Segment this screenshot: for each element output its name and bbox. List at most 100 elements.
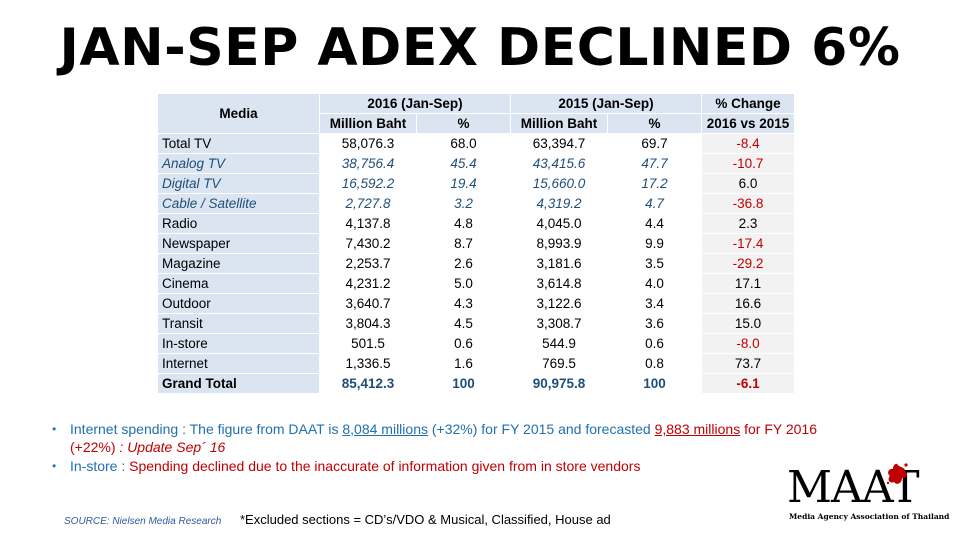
table-row: Analog TV 38,756.4 45.4 43,415.6 47.7 -10.7 (157, 153, 795, 174)
subheader-pct-2016: % (416, 113, 511, 134)
pct-2016-cell: 4.3 (416, 293, 511, 314)
note-internet: • Internet spending : The figure from DA… (52, 420, 882, 456)
table-body: Total TV 58,076.3 68.0 63,394.7 69.7 -8.4 Anal… (157, 133, 795, 394)
million-2016-cell: 2,727.8 (319, 193, 417, 214)
media-cell: Radio (157, 213, 320, 234)
change-cell: 73.7 (701, 353, 795, 374)
pct-2016-cell: 45.4 (416, 153, 511, 174)
million-2016-cell: 16,592.2 (319, 173, 417, 194)
media-cell: In-store (157, 333, 320, 354)
pct-2015-cell: 9.9 (607, 233, 702, 254)
instore-text: Spending declined due to the inaccurate … (129, 458, 641, 474)
million-2015-cell: 63,394.7 (510, 133, 608, 154)
media-cell: Analog TV (157, 153, 320, 174)
pct-2015-cell: 3.5 (607, 253, 702, 274)
header-2016: 2016 (Jan-Sep) (319, 93, 511, 114)
million-2016-cell: 3,804.3 (319, 313, 417, 334)
million-2015-cell: 3,122.6 (510, 293, 608, 314)
pct-2015-cell: 4.7 (607, 193, 702, 214)
pct-2016-cell: 2.6 (416, 253, 511, 274)
adex-table: Media 2016 (Jan-Sep) 2015 (Jan-Sep) % Ch… (157, 93, 795, 394)
internet-mid: (+32%) for FY 2015 and forecasted (427, 421, 655, 437)
million-2016-cell: 7,430.2 (319, 233, 417, 254)
header-2015: 2015 (Jan-Sep) (510, 93, 702, 114)
table-row: Magazine 2,253.7 2.6 3,181.6 3.5 -29.2 (157, 253, 795, 274)
change-cell: 16.6 (701, 293, 795, 314)
million-2015-cell: 3,614.8 (510, 273, 608, 294)
bullet-icon: • (52, 422, 57, 436)
pct-2016-cell: 4.5 (416, 313, 511, 334)
media-cell: Cable / Satellite (157, 193, 320, 214)
media-header: Media (157, 93, 320, 134)
million-2015-cell: 769.5 (510, 353, 608, 374)
source-note: SOURCE: Nielsen Media Research (64, 516, 222, 527)
internet-line2: (+22%) (70, 439, 120, 455)
bullet-icon: • (52, 459, 57, 473)
change-cell: -36.8 (701, 193, 795, 214)
million-2016-cell: 501.5 (319, 333, 417, 354)
instore-label: In-store (70, 458, 118, 474)
notes: • Internet spending : The figure from DA… (52, 420, 882, 476)
media-cell: Newspaper (157, 233, 320, 254)
pct-2016-cell: 4.8 (416, 213, 511, 234)
million-2015-cell: 15,660.0 (510, 173, 608, 194)
table-row: Transit 3,804.3 4.5 3,308.7 3.6 15.0 (157, 313, 795, 334)
media-cell: Grand Total (157, 373, 320, 394)
change-cell: -10.7 (701, 153, 795, 174)
internet-update: : Update Sep´ 16 (119, 439, 226, 455)
pct-2015-cell: 69.7 (607, 133, 702, 154)
million-2015-cell: 43,415.6 (510, 153, 608, 174)
million-2016-cell: 58,076.3 (319, 133, 417, 154)
million-2015-cell: 544.9 (510, 333, 608, 354)
table-row: Digital TV 16,592.2 19.4 15,660.0 17.2 6.0 (157, 173, 795, 194)
internet-sep: : The figure from DAAT is (178, 421, 343, 437)
internet-fig-2016: 9,883 millions (654, 421, 741, 437)
maat-logo: MAAT Media Agency Association of Thailan… (787, 463, 950, 524)
pct-2015-cell: 3.4 (607, 293, 702, 314)
subheader-million-2016: Million Baht (319, 113, 417, 134)
pct-2016-cell: 3.2 (416, 193, 511, 214)
subheader-million-2015: Million Baht (510, 113, 608, 134)
media-cell: Digital TV (157, 173, 320, 194)
change-cell: 17.1 (701, 273, 795, 294)
table-row: In-store 501.5 0.6 544.9 0.6 -8.0 (157, 333, 795, 354)
million-2016-cell: 38,756.4 (319, 153, 417, 174)
million-2015-cell: 3,308.7 (510, 313, 608, 334)
pct-2015-cell: 3.6 (607, 313, 702, 334)
pct-2016-cell: 0.6 (416, 333, 511, 354)
million-2015-cell: 4,045.0 (510, 213, 608, 234)
media-cell: Outdoor (157, 293, 320, 314)
million-2015-cell: 4,319.2 (510, 193, 608, 214)
table-row: Cinema 4,231.2 5.0 3,614.8 4.0 17.1 (157, 273, 795, 294)
change-cell: -6.1 (701, 373, 795, 394)
media-cell: Cinema (157, 273, 320, 294)
table-row: Outdoor 3,640.7 4.3 3,122.6 3.4 16.6 (157, 293, 795, 314)
table-row: Radio 4,137.8 4.8 4,045.0 4.4 2.3 (157, 213, 795, 234)
pct-2016-cell: 1.6 (416, 353, 511, 374)
change-cell: -17.4 (701, 233, 795, 254)
million-2016-cell: 4,231.2 (319, 273, 417, 294)
splash-icon (886, 463, 908, 485)
pct-2016-cell: 5.0 (416, 273, 511, 294)
million-2016-cell: 4,137.8 (319, 213, 417, 234)
table-row: Total TV 58,076.3 68.0 63,394.7 69.7 -8.4 (157, 133, 795, 154)
pct-2015-cell: 47.7 (607, 153, 702, 174)
media-cell: Transit (157, 313, 320, 334)
table-row: Newspaper 7,430.2 8.7 8,993.9 9.9 -17.4 (157, 233, 795, 254)
million-2015-cell: 90,975.8 (510, 373, 608, 394)
million-2015-cell: 3,181.6 (510, 253, 608, 274)
grand-total-row: Grand Total 85,412.3 100 90,975.8 100 -6.1 (157, 373, 795, 394)
note-instore: • In-store : Spending declined due to th… (52, 457, 882, 475)
table-row: Internet 1,336.5 1.6 769.5 0.8 73.7 (157, 353, 795, 374)
media-cell: Magazine (157, 253, 320, 274)
million-2016-cell: 1,336.5 (319, 353, 417, 374)
million-2016-cell: 3,640.7 (319, 293, 417, 314)
instore-sep: : (117, 458, 130, 474)
logo-subtitle: Media Agency Association of Thailand (789, 512, 950, 521)
change-header-years: 2016 vs 2015 (701, 113, 795, 134)
pct-2016-cell: 8.7 (416, 233, 511, 254)
million-2015-cell: 8,993.9 (510, 233, 608, 254)
subheader-pct-2015: % (607, 113, 702, 134)
slide-title: JAN-SEP ADEX DECLINED 6% (59, 18, 901, 78)
excluded-note: *Excluded sections = CD’s/VDO & Musical,… (240, 512, 611, 527)
